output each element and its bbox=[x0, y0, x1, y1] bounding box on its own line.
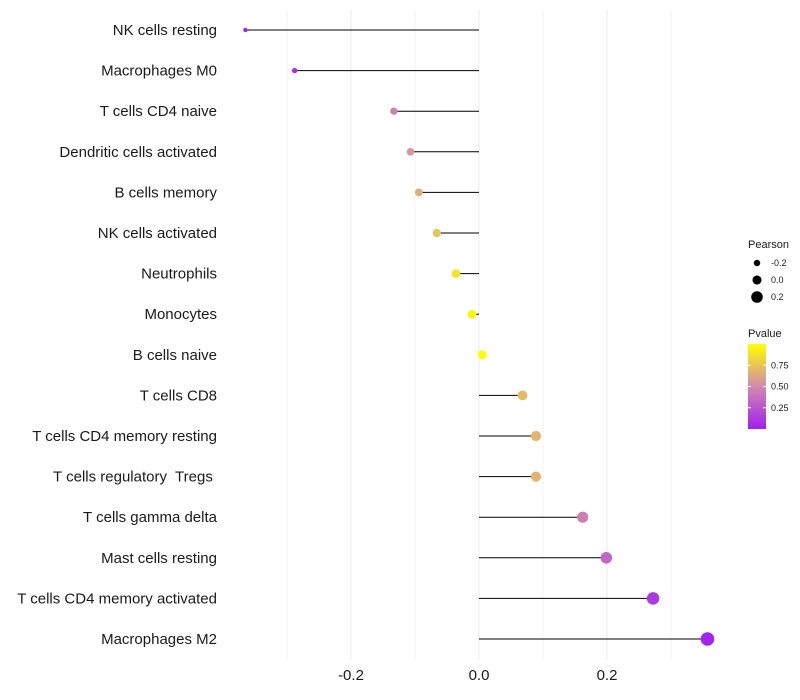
category-label: Macrophages M2 bbox=[101, 631, 217, 648]
category-label: T cells regulatory Tregs bbox=[53, 469, 217, 486]
category-label: T cells CD4 memory activated bbox=[17, 590, 217, 607]
lollipop-point bbox=[414, 188, 423, 197]
category-label: T cells CD8 bbox=[140, 387, 217, 404]
lollipop-point bbox=[291, 67, 298, 74]
size-legend-label: -0.2 bbox=[771, 258, 787, 268]
category-label: T cells gamma delta bbox=[83, 509, 218, 526]
size-legend-dot bbox=[751, 291, 763, 303]
category-label: Neutrophils bbox=[141, 266, 217, 283]
lollipop-point bbox=[577, 511, 589, 523]
colorbar-tick-label: 0.25 bbox=[771, 403, 789, 413]
category-label: B cells memory bbox=[114, 184, 217, 201]
lollipop-point bbox=[467, 309, 477, 319]
category-label: Mast cells resting bbox=[101, 550, 217, 567]
size-legend-dot bbox=[753, 259, 761, 267]
size-legend-dot bbox=[752, 275, 762, 285]
x-axis-ticks: -0.2 0.0 0.2 bbox=[338, 667, 617, 684]
color-legend-ticks: 0.75 0.50 0.25 bbox=[748, 360, 789, 413]
lollipop-points bbox=[243, 27, 715, 646]
category-label: NK cells activated bbox=[98, 225, 217, 242]
lollipop-point bbox=[243, 27, 248, 33]
lollipop-stems bbox=[245, 29, 708, 640]
category-label: T cells CD4 naive bbox=[100, 103, 217, 120]
lollipop-point bbox=[700, 632, 715, 646]
category-label: Monocytes bbox=[144, 306, 217, 323]
category-label: Macrophages M0 bbox=[101, 63, 217, 80]
lollipop-point bbox=[530, 430, 542, 442]
lollipop-point bbox=[530, 471, 542, 482]
lollipop-point bbox=[451, 269, 461, 278]
x-tick-label: -0.2 bbox=[338, 667, 364, 684]
lollipop-point bbox=[600, 552, 613, 564]
size-legend-label: 0.0 bbox=[771, 275, 784, 285]
grid-lines bbox=[286, 10, 672, 660]
color-legend-title: Pvalue bbox=[748, 328, 782, 340]
lollipop-point bbox=[517, 390, 528, 401]
pvalue-colorbar bbox=[748, 344, 766, 429]
lollipop-point bbox=[432, 228, 441, 238]
category-label: Dendritic cells activated bbox=[59, 144, 217, 161]
size-legend-title: Pearson bbox=[748, 239, 789, 251]
category-labels: NK cells resting Macrophages M0 T cells CD… bbox=[17, 22, 217, 648]
colorbar-tick-label: 0.50 bbox=[771, 382, 789, 392]
x-tick-label: 0.0 bbox=[469, 667, 490, 684]
category-label: NK cells resting bbox=[113, 22, 217, 39]
size-legend-items: -0.2 0.0 0.2 bbox=[751, 258, 787, 303]
category-label: B cells naive bbox=[133, 347, 217, 364]
lollipop-point bbox=[646, 592, 660, 605]
category-label: T cells CD4 memory resting bbox=[32, 428, 217, 445]
lollipop-point bbox=[406, 147, 415, 156]
lollipop-point bbox=[477, 350, 487, 360]
legend: Pearson -0.2 0.0 0.2 Pvalue 0.75 0.50 0.25 bbox=[748, 239, 789, 429]
lollipop-point bbox=[390, 107, 398, 115]
size-legend-label: 0.2 bbox=[771, 292, 784, 302]
colorbar-tick-label: 0.75 bbox=[771, 360, 789, 370]
x-tick-label: 0.2 bbox=[597, 667, 618, 684]
